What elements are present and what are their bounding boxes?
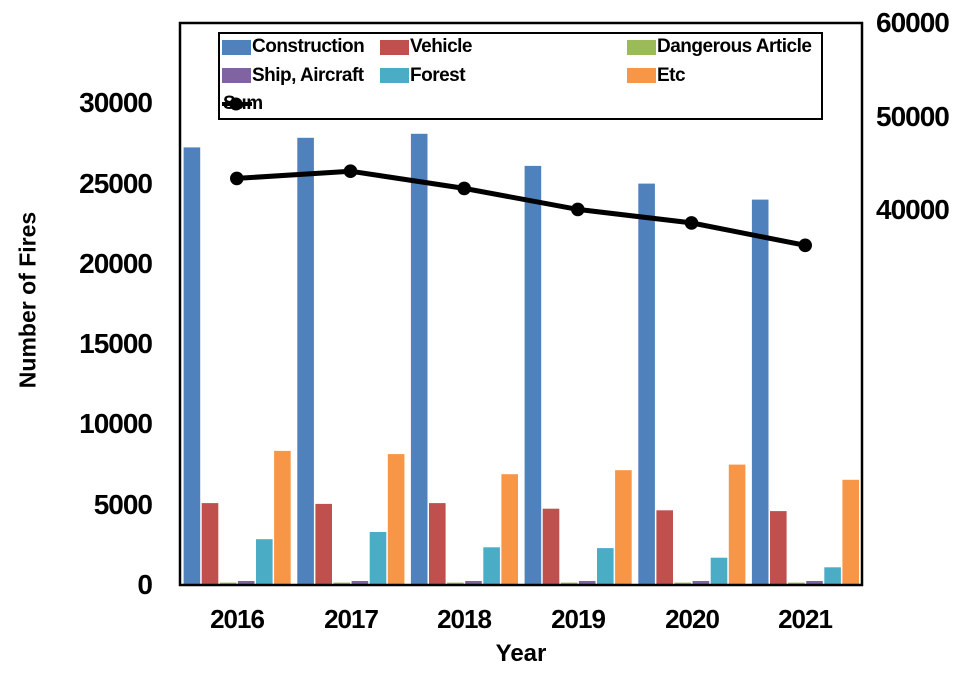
bar-ship-aircraft-2018: [465, 581, 482, 585]
bar-etc-2016: [274, 450, 291, 585]
legend-swatch-dangerous-article: [627, 39, 656, 55]
x-tick-label: 2020: [665, 604, 720, 634]
bar-construction-2019: [524, 165, 542, 585]
legend-swatch-forest: [380, 68, 409, 83]
sum-marker-2019: [571, 202, 585, 217]
x-axis-title: Year: [495, 640, 547, 667]
bar-etc-2017: [387, 454, 405, 585]
bar-construction-2017: [297, 137, 314, 586]
x-tick-label: 2019: [551, 604, 606, 634]
sum-marker-2017: [343, 164, 358, 178]
sum-marker-2018: [457, 181, 472, 196]
legend-label: Construction: [252, 36, 365, 57]
legend-item-dangerous-article: Dangerous Article: [627, 36, 812, 57]
legend-label: Etc: [657, 64, 686, 86]
bar-forest-2017: [369, 532, 387, 585]
legend-item-vehicle: Vehicle: [380, 36, 473, 57]
bar-construction-2020: [638, 183, 655, 585]
legend-item-ship-aircraft: Ship, Aircraft: [222, 64, 364, 86]
bar-forest-2021: [824, 567, 841, 585]
sum-marker-2016: [230, 171, 244, 186]
bar-vehicle-2021: [770, 511, 787, 585]
y-right-tick-label: 40000: [876, 194, 950, 225]
bar-vehicle-2019: [542, 508, 560, 585]
bar-etc-2019: [615, 470, 632, 585]
bar-forest-2019: [597, 548, 614, 585]
x-tick-label: 2016: [210, 604, 265, 634]
legend-swatch-etc: [627, 68, 656, 83]
legend-label: Vehicle: [410, 36, 473, 57]
sum-marker-2020: [684, 216, 699, 230]
legend-label: Dangerous Article: [657, 36, 812, 57]
y-right-tick-label: 60000: [876, 7, 950, 38]
legend-label: Ship, Aircraft: [252, 64, 364, 86]
bar-vehicle-2018: [429, 503, 446, 585]
legend-swatch-construction: [222, 39, 251, 55]
bar-construction-2021: [751, 199, 769, 585]
sum-line: [236, 168, 806, 248]
bar-vehicle-2017: [315, 503, 332, 585]
bar-ship-aircraft-2017: [351, 581, 369, 585]
plot-frame: [178, 21, 864, 587]
y-left-tick-label: 0: [137, 569, 153, 600]
bar-ship-aircraft-2019: [578, 581, 596, 585]
bar-forest-2020: [710, 557, 728, 585]
sum-marker-2021: [798, 238, 812, 253]
y-left-tick-label: 10000: [79, 408, 153, 439]
y-left-tick-label: 25000: [79, 168, 153, 199]
legend-item-etc: Etc: [627, 64, 686, 86]
y-left-tick-label: 15000: [79, 328, 153, 359]
legend-swatch-vehicle: [380, 39, 409, 55]
x-tick-label: 2018: [437, 604, 492, 634]
bar-forest-2016: [256, 539, 273, 585]
legend-item-construction: Construction: [222, 36, 365, 57]
legend-item-forest: Forest: [380, 64, 466, 86]
legend-item-sum: Sum: [222, 93, 263, 114]
y-right-tick-label: 50000: [876, 101, 950, 132]
bar-construction-2018: [410, 133, 428, 586]
y-left-tick-label: 30000: [79, 87, 153, 118]
legend-line-marker-icon: [222, 97, 252, 111]
bar-vehicle-2020: [656, 510, 673, 585]
bar-vehicle-2016: [201, 503, 219, 585]
y-left-tick-label: 20000: [79, 248, 153, 279]
legend-swatch-ship-aircraft: [222, 68, 251, 83]
bar-forest-2018: [483, 547, 500, 585]
bar-ship-aircraft-2020: [692, 581, 710, 585]
bar-etc-2021: [842, 479, 859, 585]
legend-label: Forest: [410, 64, 466, 86]
bar-ship-aircraft-2021: [806, 581, 823, 585]
bar-ship-aircraft-2016: [237, 581, 255, 585]
bar-etc-2020: [728, 464, 746, 585]
y-left-tick-label: 5000: [93, 489, 153, 520]
x-tick-label: 2017: [324, 604, 379, 634]
legend: Construction Vehicle Dangerous Article Ship…: [218, 32, 823, 120]
bar-etc-2018: [501, 474, 518, 585]
bar-construction-2016: [183, 147, 201, 585]
x-tick-label: 2021: [778, 604, 833, 634]
